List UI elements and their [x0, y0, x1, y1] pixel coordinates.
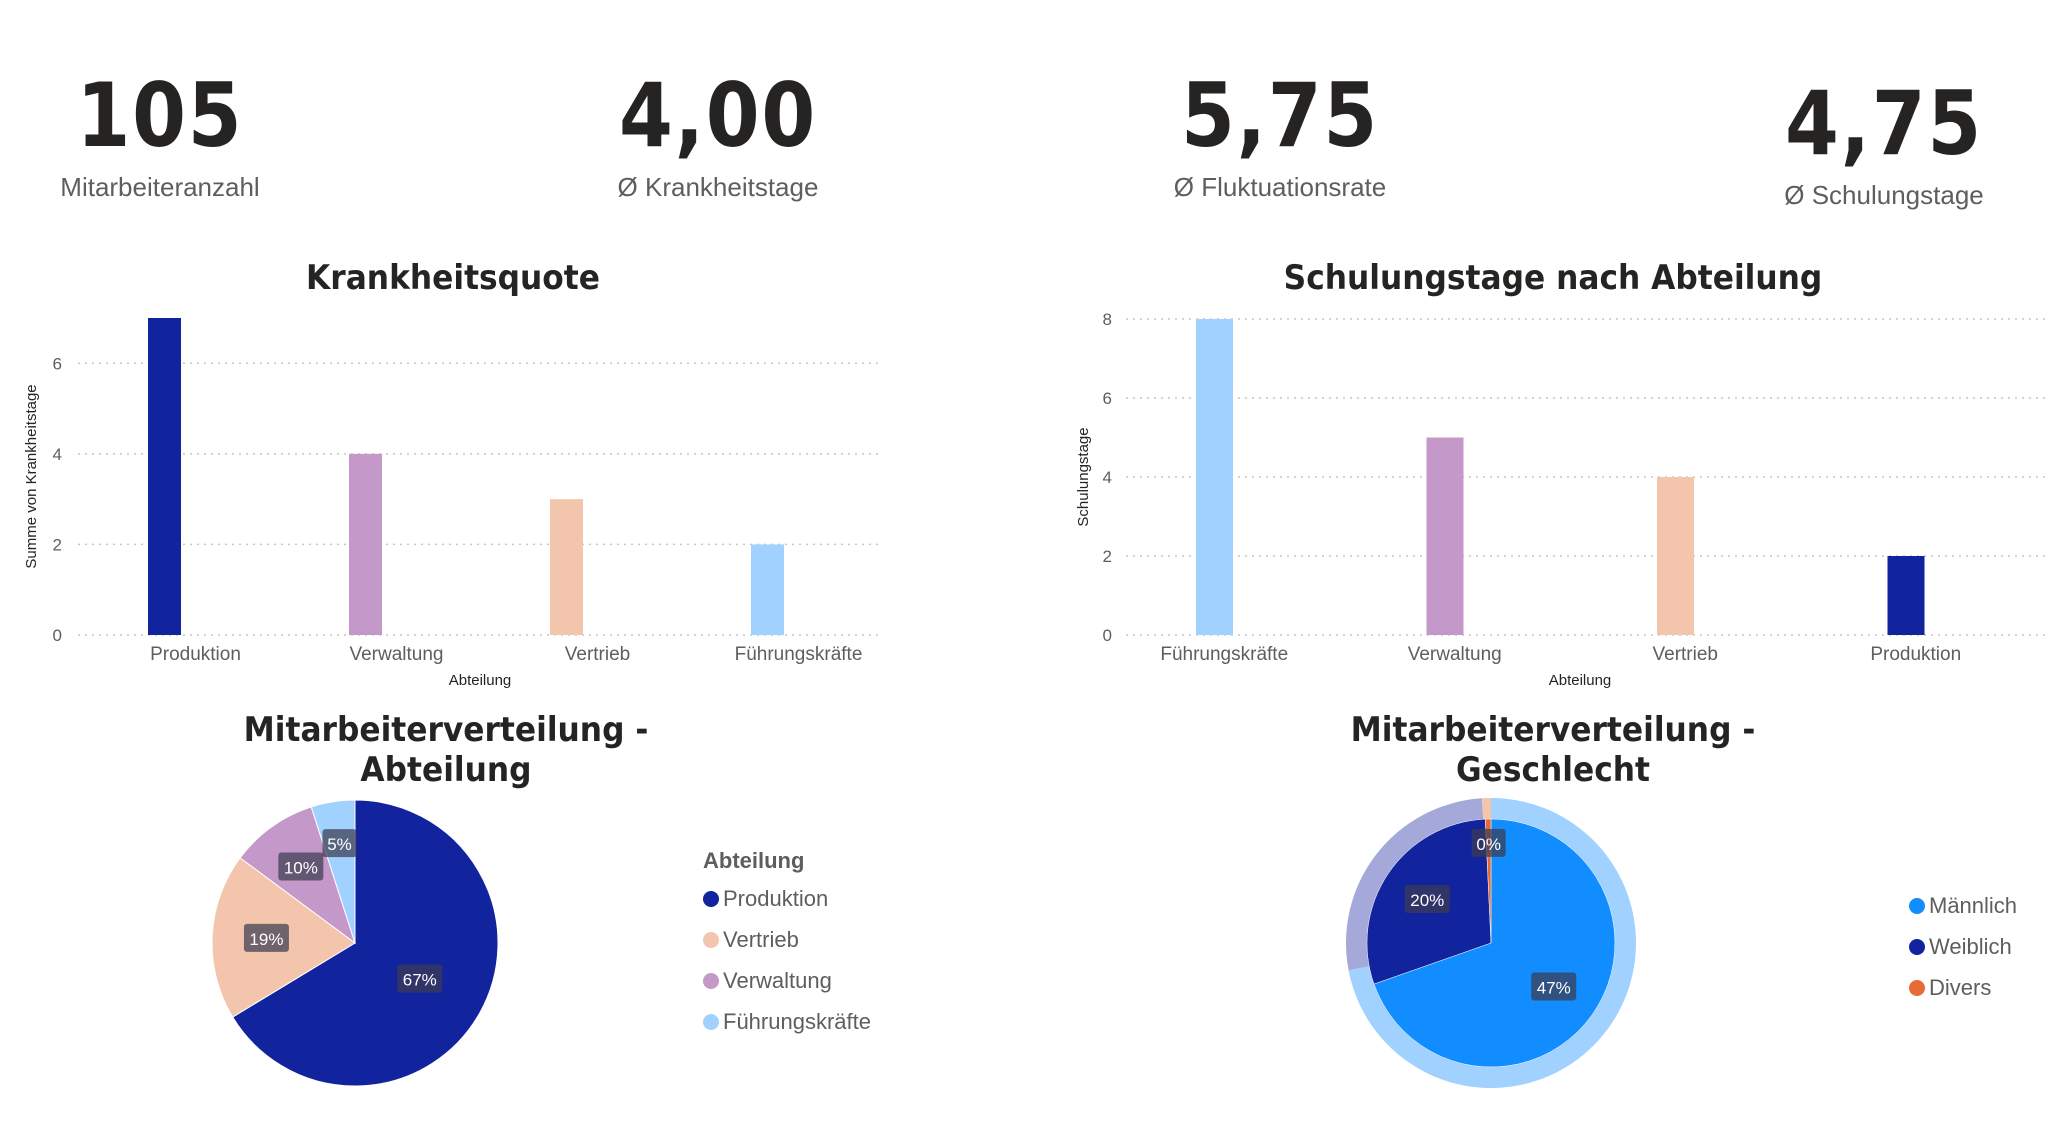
bar	[1196, 319, 1233, 635]
data-label: 0%	[1476, 835, 1501, 854]
legend-label: Verwaltung	[723, 967, 832, 993]
legend-marker	[1909, 979, 1925, 996]
kpi-value: 5,75	[1180, 64, 1380, 167]
legend-label: Vertrieb	[723, 926, 799, 952]
data-label-bg	[322, 829, 357, 858]
x-tick-label: Produktion	[1870, 644, 1961, 665]
x-tick-label: Vertrieb	[565, 644, 630, 665]
dept-legend: Abteilung Produktion Vertrieb Verwaltung Fü…	[703, 848, 871, 1042]
x-tick-label: Führungskräfte	[1160, 644, 1288, 665]
data-label: 5%	[327, 835, 352, 854]
data-label-bg	[1404, 885, 1450, 914]
sick-rate-bar-chart: 0 2 4 6 Produktion Verwaltung Vertrieb Führungs…	[23, 318, 882, 689]
legend-marker	[1909, 938, 1925, 955]
outer-ring-slice	[1481, 798, 1491, 820]
data-label-bg	[278, 852, 324, 881]
kpi-avg-training-days: 4,75 Ø Schulungstage	[1684, 80, 2052, 211]
y-tick-label: 2	[1103, 547, 1112, 566]
x-tick-label: Verwaltung	[1408, 644, 1502, 665]
kpi-label: Ø Schulungstage	[1784, 180, 1984, 210]
kpi-label: Ø Krankheitstage	[617, 172, 819, 202]
chart-title-gender-distribution: Mitarbeiterverteilung - Geschlecht	[1350, 710, 1756, 790]
chart-title-sick-rate: Krankheitsquote	[306, 258, 600, 298]
data-label: 19%	[249, 930, 283, 949]
bar	[1426, 437, 1464, 635]
legend-item[interactable]: Divers	[1909, 967, 2017, 1008]
legend-item[interactable]: Vertrieb	[703, 919, 871, 960]
data-label-bg	[1531, 972, 1577, 1001]
y-axis-label: Summe von Krankheitstage	[23, 384, 40, 568]
kpi-value: 105	[76, 64, 244, 167]
gender-legend: Männlich Weiblich Divers	[1909, 885, 2017, 1008]
pie-slice	[1373, 818, 1616, 1068]
data-label: 10%	[284, 858, 318, 877]
y-tick-label: 4	[53, 445, 62, 464]
kpi-employee-count: 105 Mitarbeiteranzahl	[0, 72, 360, 203]
y-tick-label: 0	[1103, 626, 1112, 645]
bar	[349, 453, 382, 635]
legend-label: Produktion	[723, 885, 829, 911]
y-tick-label: 6	[53, 354, 62, 373]
data-label: 47%	[1537, 978, 1571, 997]
kpi-label: Ø Fluktuationsrate	[1173, 172, 1387, 202]
y-tick-label: 4	[1103, 468, 1112, 487]
data-label-bg	[397, 964, 443, 993]
legend-item[interactable]: Männlich	[1909, 885, 2017, 926]
legend-marker	[703, 972, 719, 989]
x-tick-label: Führungskräfte	[735, 644, 863, 665]
data-label: 20%	[1410, 891, 1444, 910]
legend-item[interactable]: Weiblich	[1909, 926, 2017, 967]
y-tick-label: 8	[1103, 310, 1112, 329]
chart-title-training-days: Schulungstage nach Abteilung	[1283, 258, 1823, 298]
x-tick-label: Verwaltung	[349, 644, 443, 665]
legend-marker	[703, 1013, 719, 1030]
legend-item[interactable]: Führungskräfte	[703, 1001, 871, 1042]
bar	[148, 318, 181, 635]
x-axis-label: Abteilung	[449, 672, 512, 689]
bar	[550, 499, 583, 635]
bar	[1657, 477, 1694, 635]
legend-label: Divers	[1929, 974, 1992, 1000]
legend-label: Führungskräfte	[723, 1008, 871, 1034]
legend-label: Männlich	[1929, 892, 2018, 918]
kpi-avg-sick-days: 4,00 Ø Krankheitstage	[518, 72, 918, 203]
x-tick-label: Vertrieb	[1653, 644, 1718, 665]
legend-item[interactable]: Produktion	[703, 878, 871, 919]
data-label-bg	[1471, 828, 1506, 857]
chart-title-dept-distribution: Mitarbeiterverteilung - Abteilung	[243, 710, 649, 790]
outer-ring-slice	[1346, 798, 1484, 971]
y-tick-label: 0	[53, 626, 62, 645]
kpi-label: Mitarbeiteranzahl	[60, 172, 260, 202]
y-tick-label: 6	[1103, 389, 1112, 408]
data-label: 67%	[403, 971, 437, 990]
bar	[1887, 556, 1925, 635]
kpi-value: 4,75	[1784, 72, 1984, 175]
legend-marker	[703, 931, 719, 948]
pie-slice	[231, 799, 499, 1087]
y-axis-label: Schulungstage	[1075, 427, 1092, 526]
legend-marker	[1909, 897, 1925, 914]
data-label-bg	[243, 923, 289, 952]
legend-item[interactable]: Verwaltung	[703, 960, 871, 1001]
legend-marker	[703, 890, 719, 907]
dept-distribution-pie-chart: 67% 19% 10% 5%	[211, 799, 499, 1087]
kpi-avg-turnover-rate: 5,75 Ø Fluktuationsrate	[1080, 72, 1480, 203]
x-tick-label: Produktion	[150, 644, 241, 665]
kpi-value: 4,00	[618, 64, 818, 167]
training-days-bar-chart: 0 2 4 6 8 Führungskräfte Verwaltung Vertrieb Pro…	[1075, 310, 2048, 689]
bar	[751, 544, 784, 635]
y-tick-label: 2	[53, 535, 62, 554]
legend-title: Abteilung	[703, 848, 805, 873]
legend-label: Weiblich	[1929, 933, 2012, 959]
x-axis-label: Abteilung	[1549, 672, 1612, 689]
gender-distribution-donut-chart: 47% 20% 0%	[1346, 798, 1636, 1088]
